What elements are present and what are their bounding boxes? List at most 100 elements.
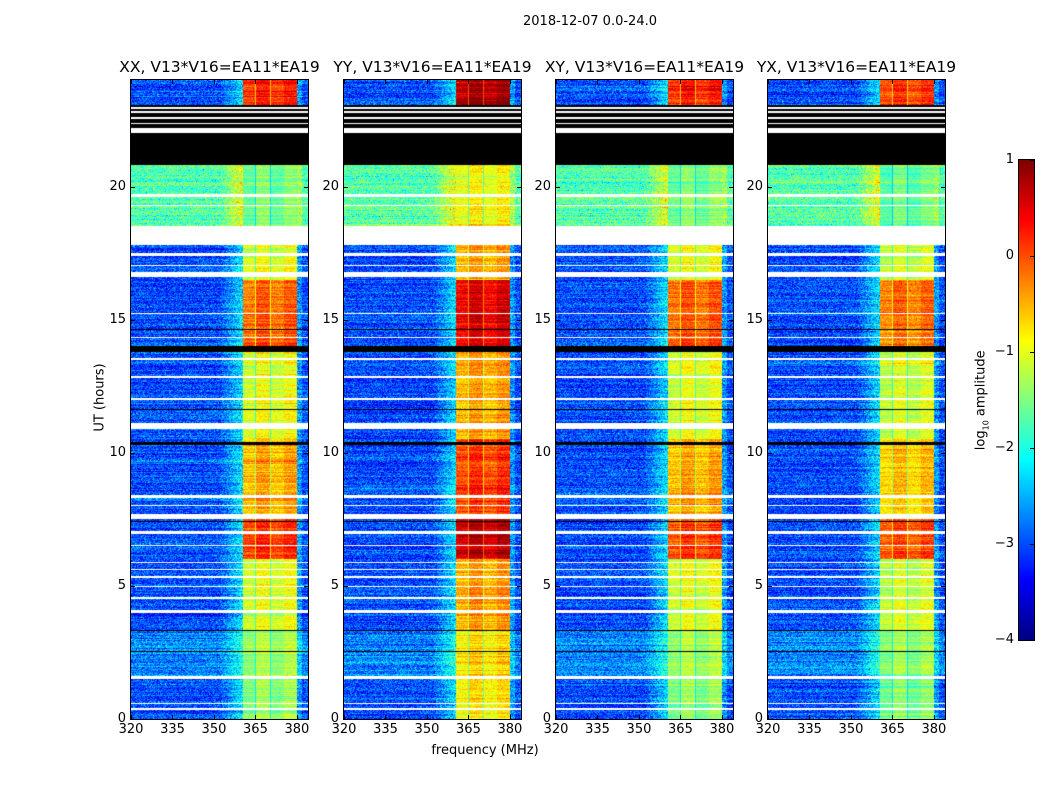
x-tick-label: 350: [838, 722, 864, 737]
heatmap-image: [556, 80, 733, 719]
x-tick-mark: [468, 715, 470, 719]
x-tick-mark: [509, 715, 511, 719]
x-tick-mark: [172, 715, 174, 719]
x-tick-mark: [892, 715, 894, 719]
x-tick-mark: [556, 80, 557, 84]
x-tick-mark: [597, 715, 599, 719]
y-tick-mark: [729, 719, 733, 720]
y-tick-mark: [768, 585, 772, 587]
y-tick-label: 5: [754, 577, 763, 593]
x-tick-label: 335: [373, 722, 398, 737]
x-tick-mark: [344, 80, 345, 84]
x-tick-mark: [809, 715, 811, 719]
y-tick-label: 0: [117, 711, 126, 726]
y-tick-mark: [768, 452, 772, 454]
x-tick-label: 335: [797, 722, 822, 737]
y-tick-mark: [131, 719, 135, 720]
x-axis-label: frequency (MHz): [431, 743, 539, 758]
panel-title: YY, V13*V16=EA11*EA19: [333, 58, 532, 76]
y-tick-label: 20: [322, 178, 339, 194]
x-tick-label: 365: [243, 722, 268, 737]
x-tick-mark: [255, 715, 257, 719]
colorbar-tick-label: 0: [1005, 248, 1014, 263]
x-tick-mark: [680, 80, 682, 84]
x-tick-mark: [426, 715, 428, 719]
y-tick-mark: [304, 719, 308, 720]
x-tick-label: 380: [284, 722, 310, 737]
colorbar-tick-mark: [1030, 544, 1034, 545]
colorbar-tick-label: −4: [994, 632, 1014, 647]
y-tick-mark: [729, 585, 733, 587]
y-tick-label: 20: [109, 178, 126, 194]
y-tick-mark: [344, 585, 348, 587]
x-tick-mark: [850, 715, 852, 719]
y-tick-mark: [556, 319, 560, 321]
colorbar-tick-label: −2: [994, 440, 1014, 455]
colorbar-tick-mark: [1030, 160, 1034, 161]
y-tick-label: 10: [109, 444, 126, 460]
x-tick-mark: [933, 80, 935, 84]
y-tick-mark: [344, 319, 348, 321]
x-tick-mark: [597, 80, 599, 84]
x-tick-label: 320: [118, 722, 144, 737]
colorbar: [1018, 159, 1035, 641]
colorbar-label: log10 amplitude: [974, 340, 991, 460]
x-tick-mark: [638, 80, 640, 84]
x-tick-label: 365: [456, 722, 481, 737]
y-tick-mark: [729, 452, 733, 454]
y-tick-mark: [941, 585, 945, 587]
y-tick-mark: [768, 719, 772, 720]
heatmap-image: [768, 80, 945, 719]
x-tick-label: 350: [626, 722, 652, 737]
y-tick-mark: [131, 452, 135, 454]
x-tick-mark: [213, 80, 215, 84]
x-tick-mark: [768, 715, 769, 719]
y-tick-mark: [131, 319, 135, 321]
y-tick-mark: [344, 452, 348, 454]
y-tick-mark: [304, 585, 308, 587]
heatmap-panel: [767, 79, 946, 720]
x-tick-label: 350: [201, 722, 227, 737]
y-tick-mark: [517, 585, 521, 587]
y-tick-mark: [131, 186, 135, 188]
x-tick-mark: [892, 80, 894, 84]
colorbar-label-sub: 10: [981, 420, 991, 431]
x-tick-label: 350: [414, 722, 440, 737]
heatmap-panel: [343, 79, 522, 720]
x-tick-mark: [426, 80, 428, 84]
heatmap-panel: [555, 79, 734, 720]
y-tick-mark: [517, 319, 521, 321]
y-tick-label: 15: [109, 311, 126, 327]
y-tick-mark: [517, 452, 521, 454]
x-tick-label: 380: [497, 722, 523, 737]
y-tick-mark: [729, 319, 733, 321]
y-axis-label: UT (hours): [92, 363, 108, 432]
colorbar-tick-label: −3: [994, 536, 1014, 551]
y-tick-mark: [556, 186, 560, 188]
y-tick-mark: [729, 186, 733, 188]
heatmap-image: [131, 80, 308, 719]
x-tick-mark: [768, 80, 769, 84]
y-tick-label: 5: [542, 577, 551, 593]
x-tick-mark: [385, 715, 387, 719]
x-tick-mark: [296, 715, 298, 719]
y-tick-label: 20: [534, 178, 551, 194]
colorbar-tick-mark: [1030, 256, 1034, 257]
y-tick-label: 10: [746, 444, 763, 460]
y-tick-mark: [517, 719, 521, 720]
y-tick-mark: [768, 319, 772, 321]
heatmap-panel: [130, 79, 309, 720]
y-tick-mark: [344, 186, 348, 188]
colorbar-tick-mark: [1030, 448, 1034, 449]
x-tick-label: 335: [585, 722, 610, 737]
y-tick-label: 0: [754, 711, 763, 726]
y-tick-label: 10: [534, 444, 551, 460]
y-tick-mark: [556, 452, 560, 454]
x-tick-mark: [131, 715, 132, 719]
colorbar-tick-mark: [1030, 352, 1034, 353]
x-tick-label: 365: [880, 722, 905, 737]
x-tick-label: 320: [331, 722, 357, 737]
x-tick-mark: [809, 80, 811, 84]
x-tick-label: 380: [709, 722, 735, 737]
